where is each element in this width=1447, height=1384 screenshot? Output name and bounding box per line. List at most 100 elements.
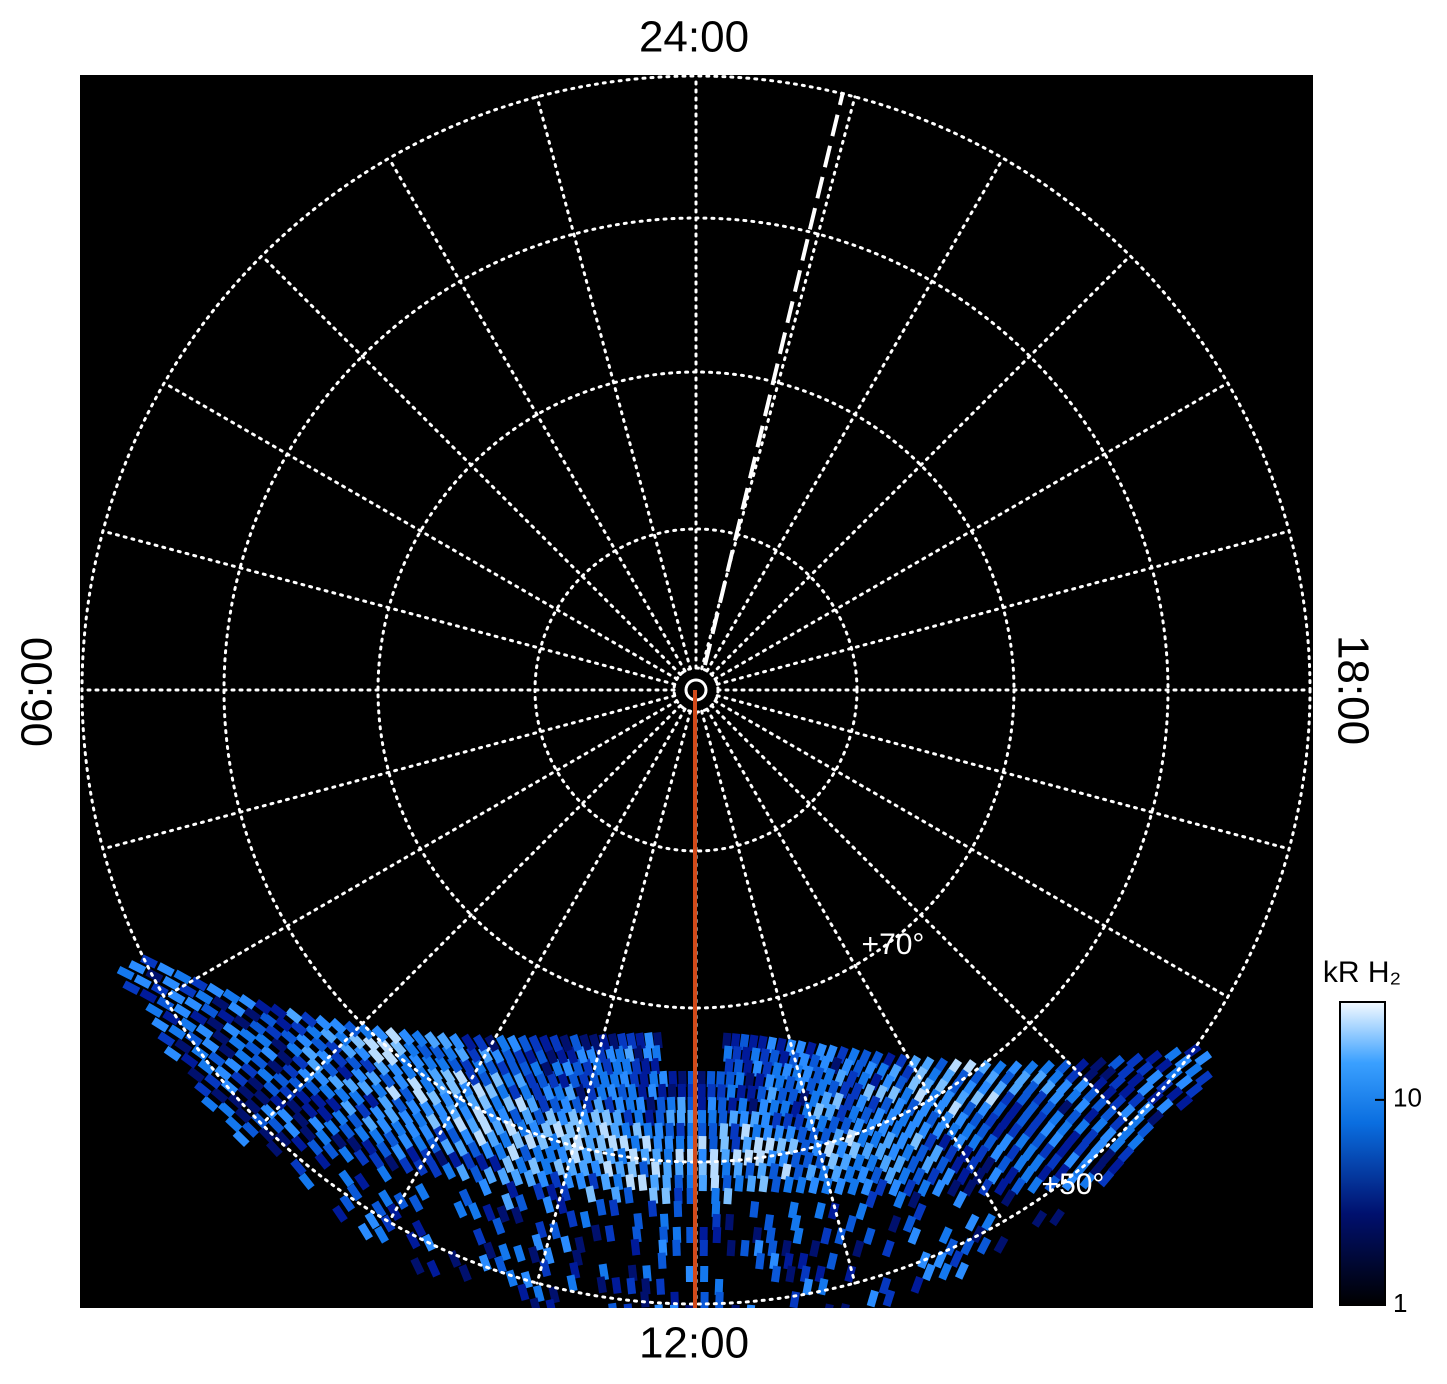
aurora-pixel (531, 1144, 545, 1163)
aurora-pixel (368, 1127, 385, 1145)
aurora-pixel (856, 1165, 870, 1184)
aurora-pixel (411, 1030, 428, 1048)
aurora-pixel (949, 1250, 964, 1268)
aurora-pixel (151, 1017, 170, 1033)
aurora-pixel (264, 1023, 283, 1041)
aurora-pixel (548, 1095, 562, 1114)
aurora-pixel (776, 1087, 788, 1105)
aurora-pixel (760, 1111, 771, 1129)
aurora-pixel (897, 1167, 912, 1185)
aurora-pixel (797, 1252, 809, 1270)
aurora-pixel (909, 1132, 924, 1151)
aurora-pixel (699, 1239, 708, 1257)
aurora-pixel (796, 1126, 808, 1144)
aurora-pixel (1012, 1154, 1029, 1173)
aurora-pixel (1010, 1177, 1026, 1196)
grid-spoke (387, 707, 687, 1224)
aurora-pixel (731, 1136, 741, 1153)
aurora-pixel (139, 988, 158, 1004)
aurora-pixel (633, 1212, 644, 1230)
aurora-pixel (697, 1096, 706, 1114)
aurora-pixel (826, 1252, 838, 1270)
aurora-pixel (711, 1187, 720, 1205)
aurora-pixel (545, 1298, 557, 1308)
grid-spoke (535, 709, 692, 1285)
aurora-pixel (1073, 1098, 1091, 1116)
aurora-pixel (1097, 1169, 1115, 1188)
aurora-pixel (608, 1199, 620, 1217)
aurora-pixel (1047, 1110, 1065, 1128)
aurora-pixel (938, 1226, 953, 1245)
aurora-pixel (971, 1167, 987, 1186)
aurora-pixel (346, 1183, 363, 1202)
aurora-pixel (723, 1187, 733, 1205)
aurora-pixel (783, 1175, 794, 1194)
aurora-pixel (756, 1162, 767, 1180)
aurora-pixel (750, 1047, 761, 1065)
aurora-pixel (1091, 1117, 1108, 1135)
aurora-pixel (612, 1173, 624, 1191)
grid-spoke (260, 254, 682, 676)
aurora-pixel (1144, 1049, 1163, 1067)
aurora-pixel (418, 1122, 434, 1141)
aurora-pixel (253, 1089, 271, 1106)
aurora-pixel (403, 1040, 420, 1058)
aurora-pixel (728, 1110, 739, 1127)
aurora-pixel (795, 1176, 807, 1194)
aurora-pixel (782, 1112, 794, 1131)
aurora-pixel (310, 1035, 328, 1053)
aurora-pixel (323, 1118, 340, 1136)
aurora-pixel (371, 1025, 389, 1043)
aurora-pixel (187, 1066, 205, 1084)
aurora-pixel (518, 1082, 533, 1101)
aurora-pixel (419, 1147, 435, 1165)
aurora-pixel (602, 1160, 614, 1178)
aurora-pixel (658, 1070, 668, 1088)
aurora-pixel (376, 1116, 393, 1135)
aurora-pixel (643, 1122, 653, 1140)
aurora-pixel (601, 1109, 613, 1127)
aurora-pixel (466, 1140, 482, 1159)
aurora-pixel (315, 1128, 332, 1146)
aurora-pixel (325, 1038, 343, 1056)
aurora-pixel (843, 1129, 857, 1147)
aurora-pixel (618, 1135, 630, 1153)
aurora-pixel (874, 1178, 888, 1197)
aurora-pixel (283, 1120, 301, 1139)
aurora-pixel (823, 1103, 837, 1122)
aurora-pixel (802, 1278, 814, 1296)
aurora-pixel (367, 1046, 385, 1064)
aurora-pixel (759, 1048, 771, 1066)
aurora-pixel (224, 1056, 242, 1073)
aurora-pixel (233, 1014, 251, 1031)
aurora-pixel (1127, 1072, 1145, 1089)
aurora-pixel (523, 1169, 537, 1188)
aurora-pixel (662, 1174, 672, 1192)
aurora-pixel (478, 1116, 493, 1135)
aurora-pixel (280, 1028, 298, 1045)
aurora-pixel (657, 1083, 667, 1101)
aurora-pixel (362, 1034, 380, 1052)
aurora-pixel (888, 1178, 902, 1197)
aurora-pixel (195, 1023, 214, 1040)
aurora-pixel (863, 1227, 876, 1246)
aurora-pixel (620, 1122, 632, 1140)
aurora-pixel (376, 1140, 392, 1159)
aurora-pixel (472, 1034, 489, 1052)
aurora-pixel (488, 1154, 502, 1173)
aurora-pixel (1064, 1130, 1081, 1148)
aurora-pixel (729, 1123, 740, 1140)
aurora-pixel (408, 1194, 424, 1213)
aurora-pixel (1108, 1074, 1126, 1092)
aurora-pixel (769, 1252, 780, 1270)
aurora-pixel (943, 1144, 959, 1163)
aurora-pixel (234, 1048, 252, 1065)
aurora-pixel (548, 1286, 560, 1304)
aurora-pixel (926, 1167, 941, 1186)
aurora-pixel (767, 1239, 778, 1257)
aurora-pixel (740, 1046, 752, 1064)
aurora-pixel (472, 1128, 487, 1147)
aurora-pixel (650, 1057, 660, 1075)
aurora-pixel (566, 1274, 578, 1292)
aurora-pixel (1175, 1074, 1193, 1091)
